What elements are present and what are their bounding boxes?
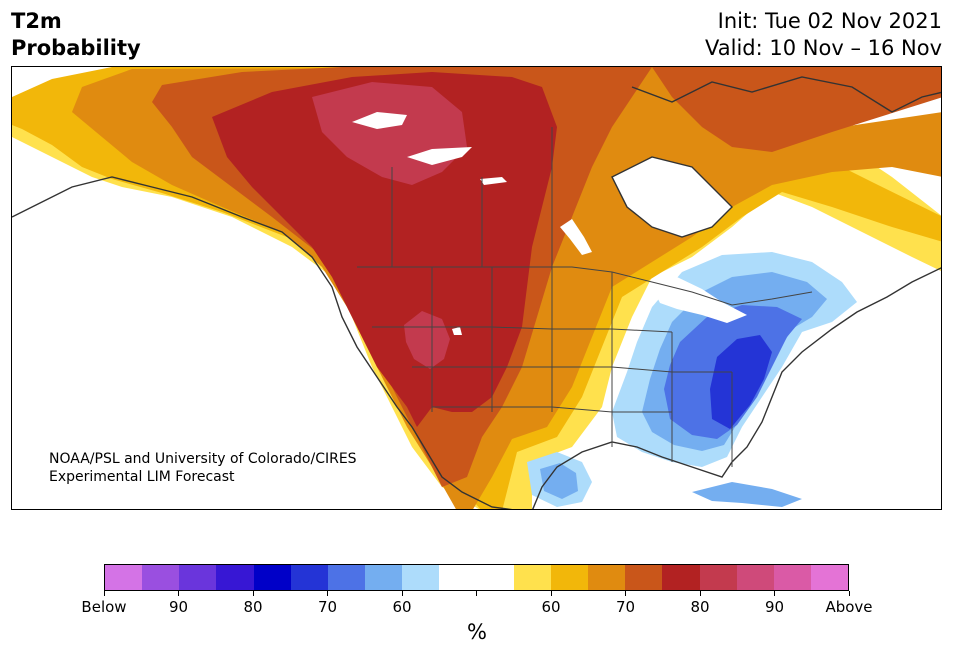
- colorbar-segment: [365, 565, 403, 590]
- colorbar-tick-label: 90: [764, 598, 785, 616]
- great-salt-lake: [452, 327, 462, 335]
- colorbar-tick-label: 60: [392, 598, 412, 616]
- colorbar-segment: [439, 565, 477, 590]
- colorbar-segment: [142, 565, 180, 590]
- colorbar-tick: [550, 591, 552, 596]
- warm-region-red: [212, 72, 557, 427]
- lake-athabasca: [480, 177, 507, 185]
- init-date: Init: Tue 02 Nov 2021: [717, 9, 942, 33]
- colorbar-segment: [513, 565, 551, 590]
- colorbar-tick-label: 70: [615, 598, 636, 616]
- colorbar-tick: [774, 591, 775, 596]
- colorbar-tick-label: 90: [168, 598, 189, 616]
- colorbar-segment: [550, 565, 589, 590]
- colorbar-segment: [699, 565, 737, 590]
- colorbar-unit: %: [467, 620, 487, 644]
- colorbar-segment: [662, 565, 700, 590]
- credit-line-organizations: NOAA/PSL and University of Colorado/CIRE…: [49, 451, 357, 467]
- colorbar-segment: [476, 565, 514, 590]
- colorbar-tick-label: 80: [243, 598, 263, 616]
- colorbar-segment: [327, 565, 366, 590]
- political-borders: [357, 127, 813, 467]
- colorbar-tick: [178, 591, 179, 596]
- cuba-shape: [692, 482, 802, 507]
- valid-range: Valid: 10 Nov – 16 Nov: [705, 36, 942, 60]
- credit-line-forecast: Experimental LIM Forecast: [49, 469, 235, 485]
- colorbar: [104, 564, 849, 591]
- colorbar-tick-label: 80: [690, 598, 710, 616]
- lake-great-slave: [407, 147, 472, 165]
- date-info: Init: Tue 02 Nov 2021 Valid: 10 Nov – 16…: [705, 8, 942, 62]
- colorbar-segment: [179, 565, 217, 590]
- colorbar-tick: [476, 591, 477, 596]
- coastlines: [12, 76, 941, 509]
- colorbar-segment: [402, 565, 440, 590]
- colorbar-tick-label: Below: [81, 598, 127, 616]
- colorbar-tick: [103, 591, 105, 596]
- colorbar-tick: [625, 591, 626, 596]
- title-line-probability: Probability: [11, 36, 141, 60]
- colorbar-segment: [290, 565, 328, 590]
- colorbar-segment: [810, 565, 849, 590]
- great-lakes: [652, 277, 747, 323]
- colorbar-tick-label: 60: [541, 598, 561, 616]
- colorbar-tick: [401, 591, 403, 596]
- colorbar-segment: [216, 565, 254, 590]
- cold-region-deep: [710, 335, 772, 429]
- colorbar-segment: [773, 565, 811, 590]
- map-title: T2m Probability: [11, 8, 141, 62]
- title-line-variable: T2m: [11, 9, 62, 33]
- colorbar-tick: [848, 591, 850, 596]
- map-canvas: [12, 67, 941, 509]
- colorbar-tick: [327, 591, 328, 596]
- colorbar-segment: [736, 565, 774, 590]
- colorbar-segment: [625, 565, 663, 590]
- lake-great-bear: [352, 112, 407, 129]
- colorbar-tick-label: Above: [825, 598, 873, 616]
- cold-region-gulf-inner: [540, 463, 578, 499]
- colorbar-segment: [105, 565, 143, 590]
- colorbar-tick: [699, 591, 701, 596]
- colorbar-segment: [253, 565, 291, 590]
- colorbar-tick-label: 70: [317, 598, 338, 616]
- lake-winnipeg: [560, 219, 592, 255]
- probability-map: [11, 66, 942, 510]
- warm-region-magenta-southwest: [404, 311, 450, 369]
- map-credit: NOAA/PSL and University of Colorado/CIRE…: [49, 450, 357, 486]
- colorbar-tick: [252, 591, 254, 596]
- colorbar-segment: [588, 565, 626, 590]
